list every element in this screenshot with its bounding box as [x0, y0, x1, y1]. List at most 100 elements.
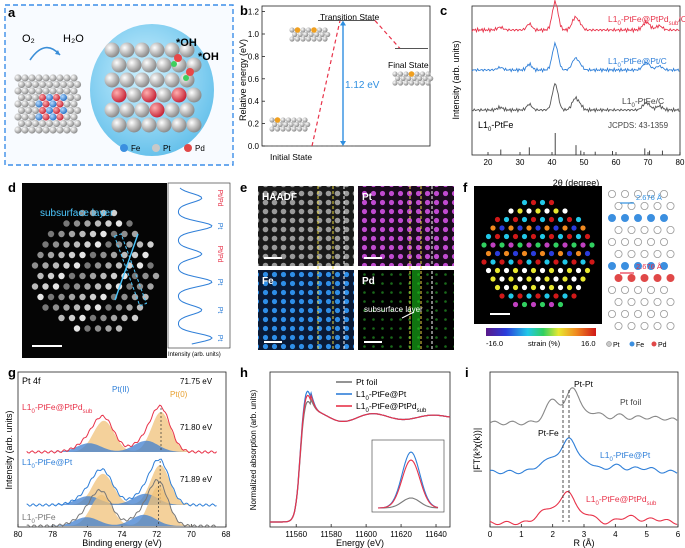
cube-atom — [31, 93, 40, 102]
oh-oxygen-1 — [174, 54, 182, 62]
strain-dot — [521, 284, 528, 291]
tile-fe-label: Fe — [262, 276, 274, 287]
lattice-atom — [614, 273, 623, 282]
cube-atom — [14, 74, 22, 82]
strain-dot — [485, 267, 492, 274]
cube-atom — [66, 106, 75, 115]
lattice-atom — [627, 297, 636, 306]
haadf-atom — [136, 304, 144, 311]
strain-min: -16.0 — [486, 339, 503, 348]
strain-dot — [490, 225, 496, 231]
haadf-atom — [79, 293, 86, 301]
slab-atom — [316, 36, 323, 42]
strain-dot — [508, 293, 514, 299]
lattice-d1: 2.676 Å — [636, 193, 662, 202]
strain-dot — [562, 242, 568, 248]
haadf-atom — [94, 304, 102, 311]
slab-highlight-atom — [408, 71, 415, 77]
oh-oxygen-2 — [186, 68, 194, 76]
i-xtick-label: 0 — [488, 530, 493, 539]
strain-dot — [517, 276, 523, 282]
strain-dot — [530, 301, 537, 308]
lattice-atom — [647, 213, 656, 222]
strain-dot — [580, 259, 586, 265]
panel-i-label: i — [465, 365, 469, 380]
slab-atom — [294, 121, 300, 128]
haadf-atom — [121, 251, 128, 259]
haadf-atom — [73, 220, 81, 227]
strain-dot — [535, 225, 541, 231]
lattice-atom — [653, 201, 662, 210]
strain-dot — [575, 267, 582, 274]
cube-atom — [66, 93, 75, 102]
lattice-atom — [660, 309, 669, 318]
lattice-atom — [621, 285, 630, 294]
lattice-atom — [666, 249, 675, 258]
cube-atom — [31, 119, 40, 128]
lattice-atom — [660, 213, 669, 222]
slab-atom — [269, 126, 275, 132]
strain-dot — [521, 301, 528, 308]
haadf-atom — [47, 251, 55, 259]
cube-atom — [66, 119, 75, 128]
line-profile-frame — [167, 182, 231, 349]
haadf-atom — [58, 230, 65, 238]
haadf-atom — [37, 293, 44, 301]
haadf-atom — [47, 230, 55, 238]
slab-atom — [305, 36, 312, 42]
strain-dot — [512, 267, 519, 274]
xps-pt0-fill-1 — [26, 465, 218, 505]
strain-dot — [562, 259, 568, 265]
slab-atom — [288, 121, 294, 128]
strain-dot — [485, 233, 492, 240]
haadf-atom — [73, 262, 81, 269]
haadf-atom — [89, 293, 97, 301]
b-ytick-label: 0.2 — [248, 120, 260, 129]
g-sample-0: L10-PtFe@PtPdsub — [22, 402, 93, 415]
c-xtick-label: 80 — [676, 158, 685, 167]
cube-atom — [14, 87, 22, 95]
cube-atom — [42, 100, 50, 108]
haadf-atom — [131, 272, 139, 280]
strain-dot — [557, 250, 564, 257]
haadf-atom — [136, 262, 144, 269]
haadf-atom — [79, 272, 86, 280]
g-sample-1: L10-PtFe@Pt — [22, 457, 73, 470]
haadf-atom — [89, 230, 97, 238]
haadf-atom — [68, 272, 76, 280]
lattice-atom — [640, 201, 649, 210]
slab-atom — [274, 126, 281, 132]
lattice-atom — [608, 213, 617, 222]
strain-dot — [503, 233, 510, 240]
strain-dot — [499, 276, 505, 282]
haadf-atom — [63, 304, 70, 311]
inset-curve-0 — [378, 497, 439, 509]
i-xtick-label: 2 — [550, 530, 555, 539]
strain-dot — [512, 216, 519, 223]
slab-highlight-atom — [274, 117, 281, 123]
cube-atom — [52, 80, 61, 89]
haadf-atom — [115, 262, 123, 269]
slab-atom — [291, 126, 297, 132]
bubble-atom — [149, 42, 165, 58]
cube-atom — [35, 126, 43, 134]
strain-dot — [571, 259, 577, 265]
haadf-atom — [131, 293, 139, 301]
strain-dot — [575, 233, 582, 240]
oh-label-2: *OH — [198, 51, 219, 63]
slab-atom — [400, 75, 406, 82]
strain-dot — [584, 233, 591, 240]
lattice-atom — [666, 201, 675, 210]
i-series-1: L10-PtFe@Pt — [600, 450, 651, 463]
haadf-atom — [68, 314, 76, 322]
cube-atom — [28, 113, 36, 121]
slab-atom — [414, 71, 420, 77]
bubble-atom — [149, 102, 165, 118]
lattice-atom — [653, 225, 662, 234]
strain-dot — [544, 225, 550, 231]
haadf-atom — [79, 209, 86, 217]
strain-dot — [539, 284, 546, 291]
tile-haadf-label: HAADF — [262, 192, 297, 203]
cube-atom — [31, 80, 40, 89]
slab-atom — [289, 36, 295, 42]
